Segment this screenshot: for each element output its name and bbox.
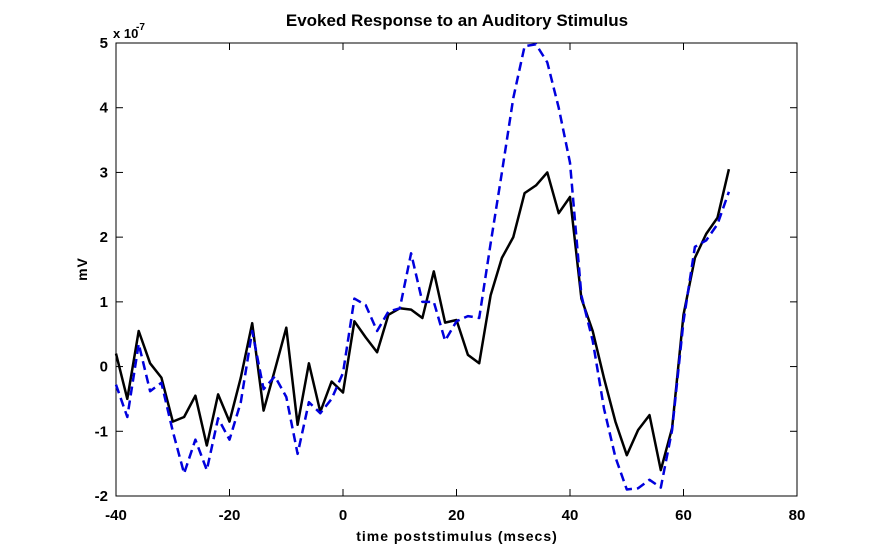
y-tick-label: 5	[100, 35, 108, 52]
plot-area	[115, 42, 798, 497]
series-line-solid	[114, 168, 731, 472]
y-tick-label: -1	[95, 423, 108, 440]
y-tick-label: 4	[100, 100, 109, 117]
y-exponent-base: x 10	[113, 26, 138, 41]
y-exponent-power: -7	[136, 22, 145, 33]
chart-title: Evoked Response to an Auditory Stimulus	[286, 11, 628, 30]
series-layer	[114, 43, 731, 491]
x-tick-label: 60	[675, 507, 692, 524]
y-tick-label: -2	[95, 488, 108, 505]
y-tick-label: 2	[100, 229, 108, 246]
x-axis-label: time poststimulus (msecs)	[356, 528, 558, 544]
y-tick-label: 3	[100, 164, 108, 181]
y-axis-ticks: -2 -1 0 1 2 3 4 5	[95, 35, 797, 505]
y-axis-label: mV	[74, 257, 90, 281]
x-tick-label: 0	[339, 507, 347, 524]
y-axis-exponent: x 10 -7	[113, 22, 145, 41]
x-tick-label: 40	[562, 507, 579, 524]
x-axis-ticks: -40 -20 0 20 40 60 80	[105, 43, 805, 524]
series-line-dashed	[114, 43, 731, 491]
x-tick-label: -40	[105, 507, 127, 524]
y-tick-label: 0	[100, 359, 108, 376]
x-tick-label: 20	[448, 507, 465, 524]
x-tick-label: 80	[789, 507, 806, 524]
y-tick-label: 1	[100, 294, 108, 311]
x-tick-label: -20	[219, 507, 241, 524]
